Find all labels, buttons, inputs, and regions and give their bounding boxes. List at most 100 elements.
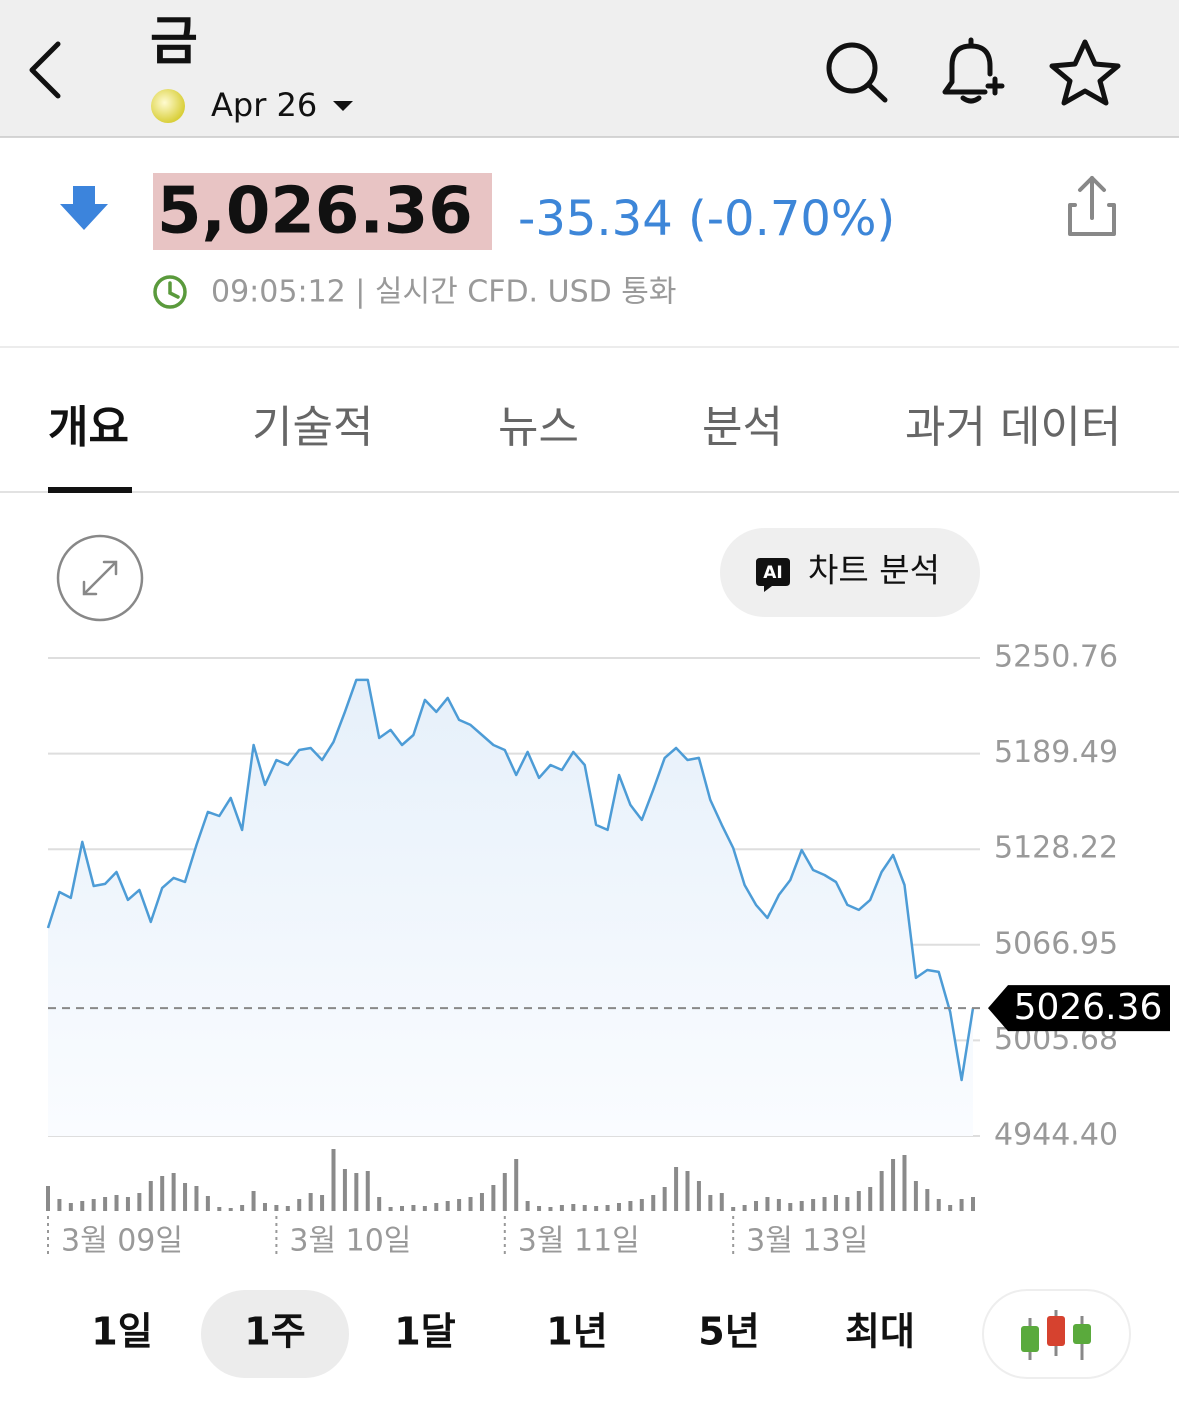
volume-bar: [251, 1191, 256, 1211]
price-chart: 4944.405005.685066.955128.225189.495250.…: [46, 640, 1170, 1259]
volume-bar: [342, 1169, 347, 1211]
volume-bar: [959, 1199, 964, 1211]
volume-bar: [274, 1205, 279, 1211]
tab[interactable]: 분석: [702, 402, 783, 453]
volume-bar: [354, 1173, 359, 1211]
volume-bar: [479, 1193, 484, 1211]
volume-bar: [799, 1201, 804, 1211]
volume-bar: [696, 1181, 701, 1211]
favorite-icon[interactable]: [1049, 39, 1121, 106]
share-icon[interactable]: [1068, 176, 1116, 236]
volume-bar: [731, 1207, 736, 1211]
volume-bar: [537, 1206, 542, 1211]
header-bar: [0, 0, 1179, 137]
period-button[interactable]: 1년: [546, 1310, 607, 1354]
y-tick-label: 4944.40: [994, 1118, 1118, 1153]
volume-bar: [902, 1155, 907, 1211]
volume-bar: [594, 1206, 599, 1211]
volume-bar: [262, 1203, 267, 1211]
volume-bar: [285, 1206, 290, 1211]
volume-bar: [868, 1187, 873, 1211]
volume-bar: [822, 1197, 827, 1211]
volume-bar: [468, 1197, 473, 1211]
volume-bar: [297, 1199, 302, 1211]
volume-bar: [457, 1199, 462, 1211]
search-icon[interactable]: [826, 42, 888, 103]
volume-bar: [171, 1173, 176, 1211]
volume-bar: [240, 1205, 245, 1211]
chart-type-button[interactable]: [982, 1289, 1131, 1379]
volume-bar: [765, 1197, 770, 1211]
volume-bar: [57, 1199, 62, 1211]
volume-bar: [445, 1201, 450, 1211]
x-tick-label: 3월 11일: [518, 1224, 640, 1259]
subtitle[interactable]: Apr 26: [211, 86, 317, 124]
volume-bar: [685, 1171, 690, 1211]
volume-bar: [674, 1167, 679, 1211]
volume-bar: [559, 1205, 564, 1211]
volume-bar: [605, 1205, 610, 1211]
tab-underline: [48, 487, 132, 493]
volume-bar: [811, 1199, 816, 1211]
dropdown-arrow[interactable]: [333, 101, 353, 111]
back-button[interactable]: [29, 41, 61, 99]
volume-bar: [148, 1181, 153, 1211]
volume-bar: [217, 1207, 222, 1211]
volume-bar: [491, 1185, 496, 1211]
volume-bar: [331, 1149, 336, 1211]
volume-bar: [651, 1195, 656, 1211]
volume-bar: [114, 1195, 119, 1211]
tab[interactable]: 뉴스: [498, 402, 579, 453]
volume-bar: [502, 1173, 507, 1211]
volume-bar: [925, 1189, 930, 1211]
volume-bar: [948, 1205, 953, 1211]
chart-analysis-button[interactable]: AI 차트 분석: [720, 528, 980, 617]
y-tick-label: 5250.76: [994, 640, 1118, 675]
volume-bar: [708, 1195, 713, 1211]
x-tick-label: 3월 10일: [289, 1224, 411, 1259]
volume-bar: [411, 1205, 416, 1211]
volume-bar: [434, 1203, 439, 1211]
volume-bar: [833, 1195, 838, 1211]
volume-bar: [68, 1203, 73, 1211]
volume-bar: [742, 1205, 747, 1211]
price-line: [46, 678, 975, 1082]
period-button[interactable]: 1일: [91, 1310, 152, 1354]
volume-bar: [913, 1181, 918, 1211]
expand-button[interactable]: [56, 534, 144, 622]
volume-bar: [719, 1193, 724, 1211]
down-arrow: [60, 186, 108, 230]
tab-active[interactable]: 개요: [48, 402, 129, 453]
tab[interactable]: 기술적: [252, 402, 373, 453]
volume-bar: [754, 1201, 759, 1211]
volume-bar: [514, 1159, 519, 1211]
y-tick-label: 5189.49: [994, 735, 1118, 770]
volume-bar: [971, 1197, 975, 1211]
volume-bar: [46, 1186, 50, 1211]
gold-icon: [151, 89, 185, 123]
x-tick-label: 3월 09일: [61, 1224, 183, 1259]
volume-bar: [525, 1201, 530, 1211]
period-button[interactable]: 5년: [698, 1310, 759, 1354]
last-price-tag: [988, 985, 1170, 1032]
price-change: -35.34 (-0.70%): [518, 191, 895, 247]
volume-bar: [616, 1203, 621, 1211]
volume-bar: [388, 1207, 393, 1211]
period-button-active[interactable]: 1주: [244, 1310, 305, 1354]
volume-bar: [879, 1171, 884, 1211]
period-button[interactable]: 최대: [845, 1310, 915, 1354]
volume-bar: [662, 1187, 667, 1211]
volume-bar: [80, 1201, 85, 1211]
price-highlight: [153, 173, 492, 250]
tab[interactable]: 과거 데이터: [905, 402, 1121, 453]
volume-bar: [571, 1204, 576, 1211]
volume-bar: [582, 1205, 587, 1211]
period-selected-bg: [201, 1290, 349, 1378]
volume-bar: [183, 1183, 188, 1211]
alert-icon[interactable]: [942, 37, 1005, 104]
volume-bar: [137, 1193, 142, 1211]
period-button[interactable]: 1달: [394, 1310, 455, 1354]
y-tick-label: 5128.22: [994, 831, 1118, 866]
